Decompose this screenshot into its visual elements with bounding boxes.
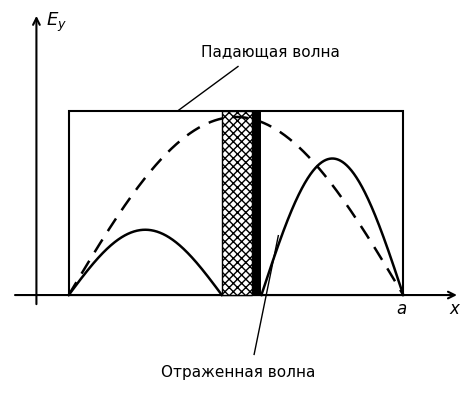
Bar	[222, 111, 252, 295]
Text: $E_y$: $E_y$	[46, 10, 67, 33]
Text: Отраженная волна: Отраженная волна	[161, 365, 315, 380]
Bar	[69, 111, 403, 295]
Text: $a$: $a$	[396, 302, 407, 318]
Bar	[252, 111, 261, 295]
Text: Падающая волна: Падающая волна	[201, 44, 340, 59]
Text: $x$: $x$	[449, 302, 462, 318]
